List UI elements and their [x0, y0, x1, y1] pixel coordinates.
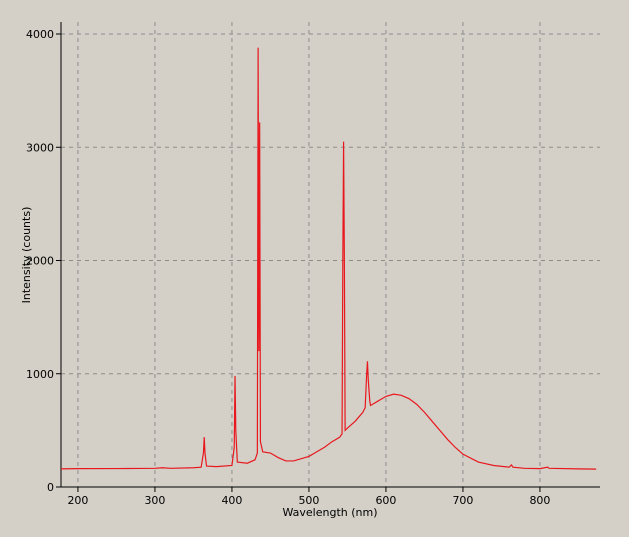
x-tick-label: 600 [375, 494, 396, 507]
spectrum-line [60, 47, 597, 470]
y-tick-label: 4000 [26, 28, 54, 41]
x-axis-label: Wavelength (nm) [282, 506, 377, 519]
y-axis-label: Intensity (counts) [20, 207, 33, 304]
x-tick-label: 700 [452, 494, 473, 507]
y-tick-label: 1000 [26, 368, 54, 381]
x-tick-label: 500 [298, 494, 319, 507]
y-tick-label: 3000 [26, 141, 54, 154]
x-tick-label: 400 [221, 494, 242, 507]
y-tick-label: 2000 [26, 255, 54, 268]
x-tick-label: 800 [529, 494, 550, 507]
y-tick-label: 0 [47, 481, 54, 494]
x-tick-label: 300 [144, 494, 165, 507]
x-tick-label: 200 [67, 494, 88, 507]
